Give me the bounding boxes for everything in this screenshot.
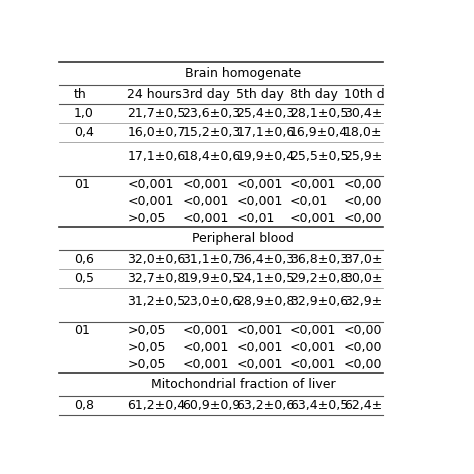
- Text: 37,0±: 37,0±: [344, 253, 383, 266]
- Text: 32,7±0,8: 32,7±0,8: [127, 272, 186, 285]
- Text: <0,00: <0,00: [344, 195, 383, 208]
- Text: 63,4±0,5: 63,4±0,5: [290, 399, 348, 411]
- Text: 23,6±0,3: 23,6±0,3: [182, 107, 240, 120]
- Text: 0,4: 0,4: [74, 126, 94, 139]
- Text: <0,00: <0,00: [344, 178, 383, 191]
- Text: <0,001: <0,001: [182, 358, 228, 371]
- Text: 30,4±: 30,4±: [344, 107, 383, 120]
- Text: 01: 01: [74, 178, 90, 191]
- Text: 15,2±0,3: 15,2±0,3: [182, 126, 241, 139]
- Text: 19,9±0,5: 19,9±0,5: [182, 272, 241, 285]
- Text: 16,0±0,7: 16,0±0,7: [127, 126, 186, 139]
- Text: 36,8±0,3: 36,8±0,3: [290, 253, 348, 266]
- Text: 0,6: 0,6: [74, 253, 94, 266]
- Text: <0,001: <0,001: [237, 324, 283, 337]
- Text: >0,05: >0,05: [127, 324, 166, 337]
- Text: 16,9±0,4: 16,9±0,4: [290, 126, 348, 139]
- Text: 62,4±: 62,4±: [344, 399, 382, 411]
- Text: 61,2±0,4: 61,2±0,4: [127, 399, 185, 411]
- Text: 31,2±0,5: 31,2±0,5: [127, 295, 185, 309]
- Text: 32,0±0,6: 32,0±0,6: [127, 253, 185, 266]
- Text: <0,001: <0,001: [127, 195, 173, 208]
- Text: 8th day: 8th day: [290, 88, 338, 101]
- Text: 25,9±: 25,9±: [344, 150, 383, 163]
- Text: 60,9±0,9: 60,9±0,9: [182, 399, 241, 411]
- Text: 30,0±: 30,0±: [344, 272, 383, 285]
- Text: 0,8: 0,8: [74, 399, 94, 411]
- Text: <0,001: <0,001: [290, 212, 337, 225]
- Text: <0,001: <0,001: [182, 324, 228, 337]
- Text: th: th: [74, 88, 87, 101]
- Text: 32,9±0,6: 32,9±0,6: [290, 295, 348, 309]
- Text: 18,0±: 18,0±: [344, 126, 383, 139]
- Text: <0,001: <0,001: [290, 358, 337, 371]
- Text: <0,001: <0,001: [182, 195, 228, 208]
- Text: Peripheral blood: Peripheral blood: [192, 232, 294, 245]
- Text: <0,00: <0,00: [344, 341, 383, 354]
- Text: 5th day: 5th day: [237, 88, 284, 101]
- Text: 31,1±0,7: 31,1±0,7: [182, 253, 241, 266]
- Text: 17,1±0,6: 17,1±0,6: [237, 126, 294, 139]
- Text: <0,00: <0,00: [344, 358, 383, 371]
- Text: 63,2±0,6: 63,2±0,6: [237, 399, 294, 411]
- Text: 36,4±0,3: 36,4±0,3: [237, 253, 294, 266]
- Text: 0,5: 0,5: [74, 272, 94, 285]
- Text: 24,1±0,5: 24,1±0,5: [237, 272, 294, 285]
- Text: <0,01: <0,01: [237, 212, 275, 225]
- Text: <0,001: <0,001: [237, 358, 283, 371]
- Text: <0,001: <0,001: [182, 341, 228, 354]
- Text: Mitochondrial fraction of liver: Mitochondrial fraction of liver: [151, 378, 335, 391]
- Text: >0,05: >0,05: [127, 341, 166, 354]
- Text: <0,001: <0,001: [237, 178, 283, 191]
- Text: <0,001: <0,001: [237, 341, 283, 354]
- Text: 29,2±0,8: 29,2±0,8: [290, 272, 348, 285]
- Text: 1,0: 1,0: [74, 107, 94, 120]
- Text: >0,05: >0,05: [127, 212, 166, 225]
- Text: <0,001: <0,001: [290, 324, 337, 337]
- Text: <0,001: <0,001: [182, 178, 228, 191]
- Text: <0,001: <0,001: [127, 178, 173, 191]
- Text: 19,9±0,4: 19,9±0,4: [237, 150, 294, 163]
- Text: <0,01: <0,01: [290, 195, 328, 208]
- Text: >0,05: >0,05: [127, 358, 166, 371]
- Text: 01: 01: [74, 324, 90, 337]
- Text: 28,1±0,5: 28,1±0,5: [290, 107, 348, 120]
- Text: <0,00: <0,00: [344, 212, 383, 225]
- Text: 28,9±0,8: 28,9±0,8: [237, 295, 295, 309]
- Text: <0,001: <0,001: [290, 341, 337, 354]
- Text: 23,0±0,6: 23,0±0,6: [182, 295, 241, 309]
- Text: Brain homogenate: Brain homogenate: [185, 67, 301, 80]
- Text: <0,001: <0,001: [290, 178, 337, 191]
- Text: <0,001: <0,001: [182, 212, 228, 225]
- Text: 32,9±: 32,9±: [344, 295, 382, 309]
- Text: 10th d: 10th d: [344, 88, 384, 101]
- Text: 17,1±0,6: 17,1±0,6: [127, 150, 185, 163]
- Text: 21,7±0,5: 21,7±0,5: [127, 107, 186, 120]
- Text: 25,5±0,5: 25,5±0,5: [290, 150, 348, 163]
- Text: <0,00: <0,00: [344, 324, 383, 337]
- Text: 25,4±0,3: 25,4±0,3: [237, 107, 294, 120]
- Text: 18,4±0,6: 18,4±0,6: [182, 150, 241, 163]
- Text: 24 hours: 24 hours: [127, 88, 182, 101]
- Text: <0,001: <0,001: [237, 195, 283, 208]
- Text: 3rd day: 3rd day: [182, 88, 230, 101]
